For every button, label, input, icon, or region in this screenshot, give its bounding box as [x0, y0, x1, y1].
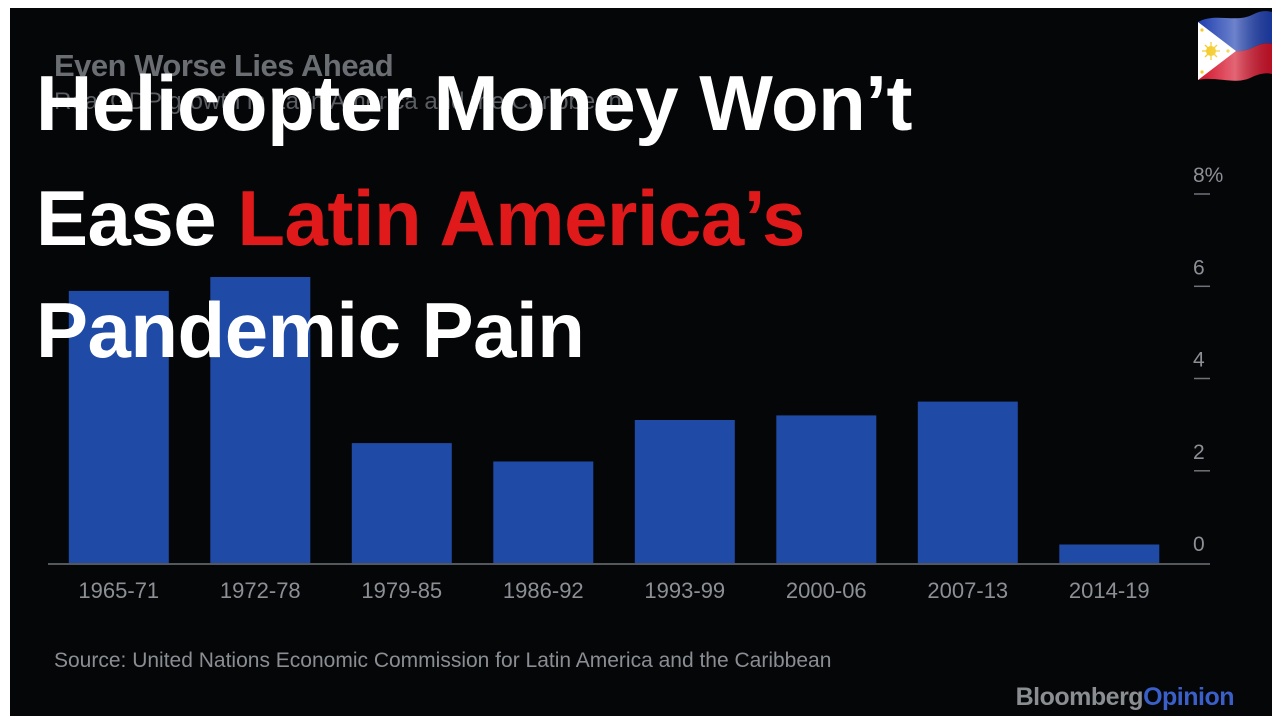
bar-1979-85: [351, 443, 452, 563]
headline-line-1: Helicopter Money Won’t: [36, 59, 912, 147]
x-tick-label: 2000-06: [786, 578, 867, 603]
bar-1972-78: [210, 277, 311, 563]
headline-line-3: Pandemic Pain: [36, 286, 585, 374]
bar-1965-71: [68, 290, 169, 563]
source-note: Source: United Nations Economic Commissi…: [54, 649, 832, 672]
headline-line-2-red: Latin America’s: [237, 174, 805, 262]
headline-line-2-white: Ease: [36, 174, 238, 262]
philippine-flag-icon: [1198, 11, 1272, 81]
chart-panel: Even Worse Lies Ahead Real GDP growth in…: [10, 8, 1272, 716]
x-tick-label: 1972-78: [220, 578, 301, 603]
bar-1986-92: [493, 461, 594, 563]
chart-title: Even Worse Lies Ahead: [54, 48, 394, 83]
x-tick-label: 1965-71: [78, 578, 159, 603]
y-tick-label: 0: [1193, 533, 1205, 556]
x-tick-label: 2007-13: [927, 578, 1008, 603]
bloomberg-opinion-logo: BloombergOpinion: [1015, 683, 1235, 712]
bar-2014-19: [1059, 544, 1160, 563]
bar-2007-13: [917, 401, 1018, 563]
x-tick-label: 1986-92: [503, 578, 584, 603]
headline-line-2: Ease Latin America’s: [36, 178, 805, 258]
x-tick-label: 2014-19: [1069, 578, 1150, 603]
bar-2000-06: [776, 415, 877, 563]
bar-1993-99: [634, 420, 735, 563]
y-tick-label: 4: [1193, 349, 1205, 372]
y-tick-label: 8%: [1193, 164, 1223, 187]
y-tick-label: 6: [1193, 256, 1205, 279]
y-tick-label: 2: [1193, 441, 1205, 464]
brand-bloomberg: Bloomberg: [1015, 683, 1144, 711]
chart-subtitle: Real GDP growth in Latin America and the…: [54, 88, 622, 115]
bar-chart: 1965-71 1972-78 1979-85 1986-92 1993-99 2000-…: [48, 164, 1223, 603]
brand-opinion: Opinion: [1143, 683, 1234, 711]
x-tick-label: 1979-85: [361, 578, 442, 603]
x-tick-label: 1993-99: [644, 578, 725, 603]
